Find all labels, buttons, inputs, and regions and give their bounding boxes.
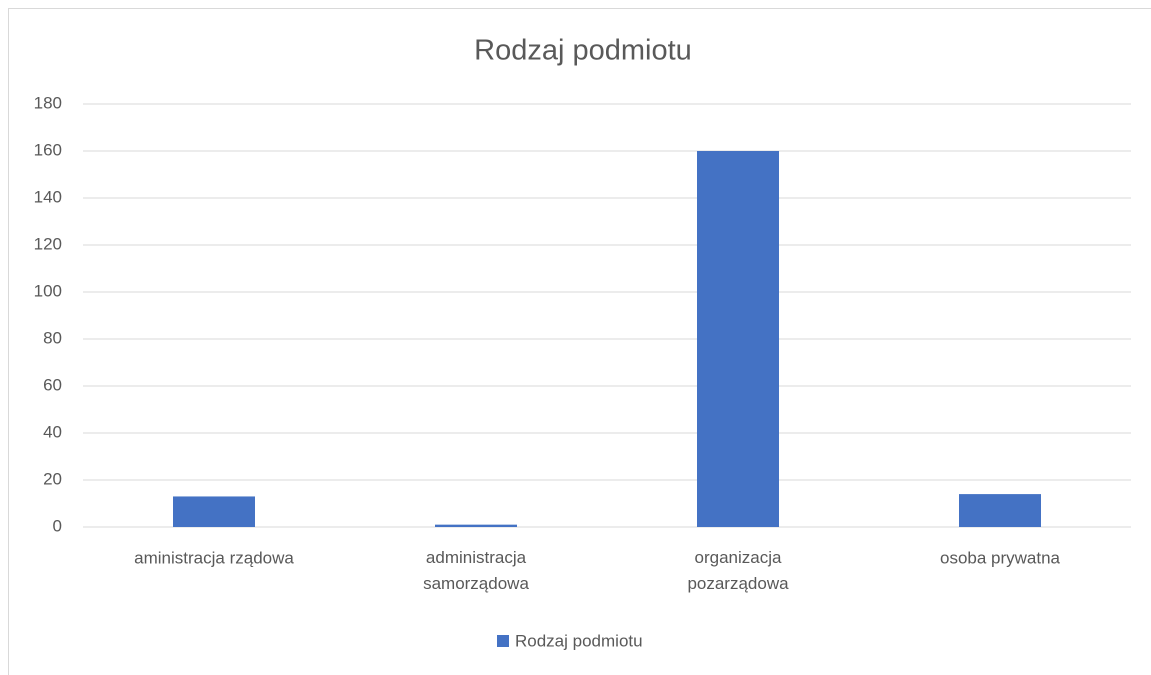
y-tick-label: 0 [53, 516, 62, 535]
y-tick-label: 20 [43, 469, 62, 488]
y-tick-label: 40 [43, 422, 62, 441]
x-tick-label: aministracja rządowa [134, 548, 294, 567]
y-tick-label: 180 [34, 93, 62, 112]
y-tick-label: 100 [34, 281, 62, 300]
chart-frame [8, 8, 1151, 675]
y-tick-label: 60 [43, 375, 62, 394]
y-tick-label: 80 [43, 328, 62, 347]
y-tick-label: 120 [34, 234, 62, 253]
x-tick-label: organizacja pozarządowa [687, 548, 789, 593]
bar [435, 524, 517, 527]
bar [959, 494, 1041, 527]
bar [697, 151, 779, 527]
bar [173, 496, 255, 527]
x-tick-label: osoba prywatna [940, 548, 1061, 567]
y-tick-label: 160 [34, 140, 62, 159]
y-tick-label: 140 [34, 187, 62, 206]
x-tick-label: administracja samorządowa [423, 548, 529, 593]
legend-swatch [497, 635, 509, 647]
legend-label: Rodzaj podmiotu [515, 631, 643, 650]
chart-title: Rodzaj podmiotu [474, 35, 692, 67]
